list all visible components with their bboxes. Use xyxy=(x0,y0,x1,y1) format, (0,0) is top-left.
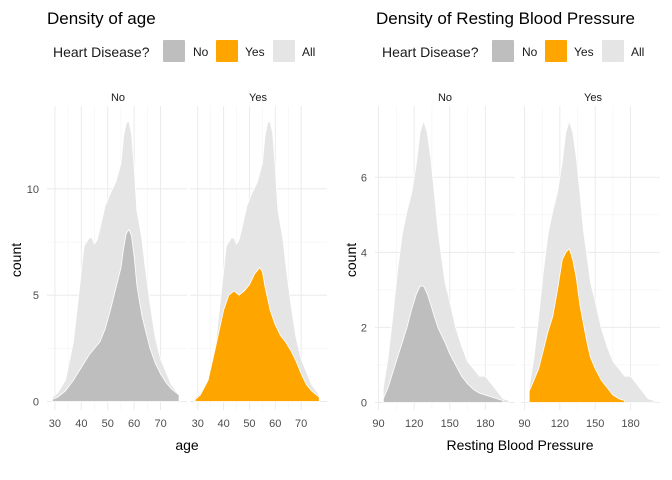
x-tick-label: 60 xyxy=(128,418,140,430)
x-tick-label: 30 xyxy=(49,418,61,430)
x-tick-label: 30 xyxy=(192,418,204,430)
chart-title-bp: Density of Resting Blood Pressure xyxy=(376,9,635,28)
density-area-yes xyxy=(194,267,320,402)
legend-key-no xyxy=(163,40,185,62)
y-axis-title-bp: count xyxy=(343,243,359,277)
density-area-yes xyxy=(528,248,626,403)
legend-key-yes xyxy=(216,40,238,62)
legend-key-yes xyxy=(545,40,567,62)
y-axis-title-age: count xyxy=(8,243,24,277)
legend-key-all xyxy=(273,40,295,62)
legend-item-no: No xyxy=(522,45,538,59)
legend-item-yes: Yes xyxy=(574,45,594,59)
x-tick-label: 50 xyxy=(102,418,114,430)
facet-label-yes: Yes xyxy=(249,92,267,104)
y-tick-label: 5 xyxy=(33,290,39,302)
x-tick-label: 180 xyxy=(476,418,494,430)
legend-item-no: No xyxy=(193,45,209,59)
chart-title-age: Density of age xyxy=(47,9,156,28)
x-tick-label: 70 xyxy=(295,418,307,430)
density-area-no xyxy=(382,285,504,403)
x-tick-label: 180 xyxy=(621,418,639,430)
legend-key-all xyxy=(602,40,624,62)
x-tick-label: 150 xyxy=(441,418,459,430)
x-tick-label: 120 xyxy=(551,418,569,430)
legend-title: Heart Disease? xyxy=(382,44,479,60)
chart-bp: Density of Resting Blood Pressure Heart … xyxy=(343,9,660,453)
y-tick-label: 4 xyxy=(361,247,367,259)
legend-item-all: All xyxy=(302,45,315,59)
x-tick-label: 70 xyxy=(154,418,166,430)
chart-age: Density of age Heart Disease? No Yes All… xyxy=(8,9,327,453)
x-axis-title-age: age xyxy=(175,437,199,453)
y-tick-label: 0 xyxy=(33,396,39,408)
legend-age: Heart Disease? No Yes All xyxy=(53,40,315,62)
y-tick-label: 6 xyxy=(361,172,367,184)
panel-bp-yes: 90 120 150 180 xyxy=(518,106,660,430)
x-tick-label: 120 xyxy=(405,418,423,430)
x-tick-label: 50 xyxy=(243,418,255,430)
legend-bp: Heart Disease? No Yes All xyxy=(382,40,644,62)
legend-title: Heart Disease? xyxy=(53,44,150,60)
facet-label-no: No xyxy=(111,92,125,104)
x-tick-label: 90 xyxy=(518,418,530,430)
x-tick-label: 150 xyxy=(586,418,604,430)
legend-item-all: All xyxy=(631,45,644,59)
y-tick-label: 10 xyxy=(27,184,39,196)
x-tick-label: 90 xyxy=(372,418,384,430)
x-tick-label: 40 xyxy=(75,418,87,430)
y-tick-label: 0 xyxy=(361,397,367,409)
density-area-no xyxy=(51,228,180,402)
legend-item-yes: Yes xyxy=(245,45,265,59)
x-tick-label: 40 xyxy=(217,418,229,430)
facet-label-no: No xyxy=(438,92,452,104)
density-area-all xyxy=(51,120,180,402)
x-tick-label: 60 xyxy=(269,418,281,430)
panel-age-no: 30 40 50 60 70 0 5 10 xyxy=(27,106,187,430)
facet-label-yes: Yes xyxy=(584,92,602,104)
panel-bp-no: 90 120 150 180 0 2 4 6 xyxy=(361,106,515,430)
panel-age-yes: 30 40 50 60 70 xyxy=(190,106,327,430)
x-axis-title-bp: Resting Blood Pressure xyxy=(446,437,593,453)
legend-key-no xyxy=(492,40,514,62)
y-tick-label: 2 xyxy=(361,322,367,334)
